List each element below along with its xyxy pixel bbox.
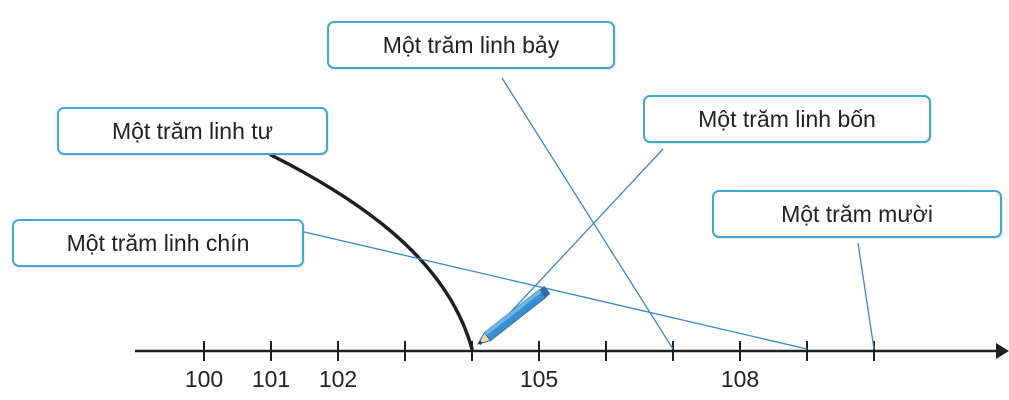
label-mot-tram-muoi: Một trăm mười [712, 190, 1002, 238]
tick-label-108: 108 [720, 366, 760, 392]
number-line-ticks [203, 341, 875, 361]
axis-arrowhead [996, 343, 1009, 359]
label-mot-tram-linh-bon: Một trăm linh bốn [643, 95, 931, 143]
label-mot-tram-linh-tu: Một trăm linh tư [57, 107, 328, 155]
pencil-icon [476, 285, 551, 345]
label-mot-tram-linh-chin: Một trăm linh chín [12, 219, 304, 267]
tick-label-101: 101 [251, 366, 291, 392]
connector-110 [857, 242, 875, 350]
tick-label-105: 105 [519, 366, 559, 392]
tick-label-100: 100 [184, 366, 224, 392]
label-mot-tram-linh-bay: Một trăm linh bảy [327, 21, 615, 69]
tick-label-102: 102 [318, 366, 358, 392]
connector-107 [501, 77, 674, 350]
connector-109 [299, 230, 808, 350]
drawn-curve-104 [269, 153, 474, 351]
